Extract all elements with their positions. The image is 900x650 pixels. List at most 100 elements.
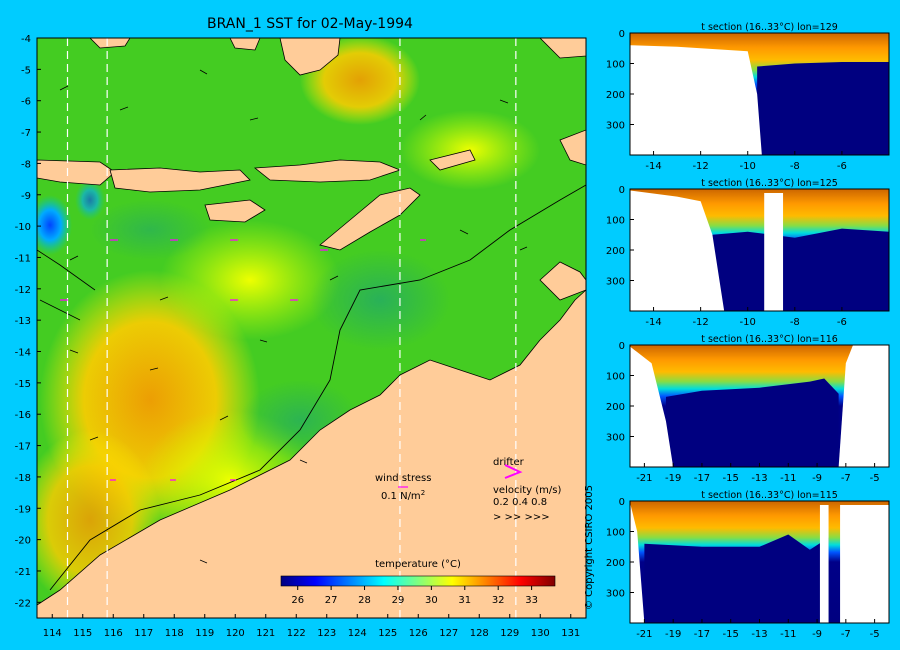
section-title: t section (16..33°C) lon=116 [701, 334, 838, 345]
section-x-tick-label: -11 [780, 473, 796, 484]
map-y-tick-label: -20 [15, 536, 31, 547]
no-data-gap [840, 505, 889, 623]
map-x-tick-label: 128 [470, 628, 489, 639]
section-title: t section (16..33°C) lon=125 [701, 178, 838, 189]
map-x-tick-label: 119 [195, 628, 214, 639]
map-x-tick-label: 118 [165, 628, 184, 639]
section-y-tick-label: 0 [619, 29, 625, 40]
land [37, 38, 586, 618]
colorbar-tick-label: 29 [392, 595, 405, 606]
section-x-tick-label: -17 [694, 629, 710, 640]
no-data-region-east [838, 345, 889, 467]
section-y-tick-label: 200 [606, 90, 625, 101]
map-y-tick-label: -9 [21, 191, 31, 202]
section-y-tick-label: 300 [606, 433, 625, 444]
map-y-tick-label: -4 [21, 34, 31, 45]
deep-water [644, 534, 829, 623]
wind-arrows [59, 69, 528, 564]
map-y-tick-label: -14 [15, 348, 31, 359]
drifter-label: drifter [493, 457, 525, 468]
sumba-land [204, 199, 266, 223]
map-y-tick-label: -19 [15, 504, 31, 515]
map-y-tick-label: -8 [21, 159, 31, 170]
no-data-gap [764, 193, 784, 311]
section-y-tick-label: 0 [619, 497, 625, 508]
sulawesi-land [279, 38, 341, 76]
section-x-tick-label: -6 [837, 161, 847, 172]
map-y-tick-label: -17 [15, 442, 31, 453]
section-x-tick-label: -10 [740, 317, 756, 328]
section-x-tick-label: -6 [837, 317, 847, 328]
section-y-tick-label: 200 [606, 402, 625, 413]
map-y-tick-label: -15 [15, 379, 31, 390]
colorbar: temperature (°C) 26 27 28 29 30 31 32 33 [280, 559, 556, 606]
map-x-tick-label: 115 [73, 628, 92, 639]
map-x-tick-label: 130 [531, 628, 550, 639]
deep-water [712, 228, 889, 311]
section-y-tick-label: 300 [606, 121, 625, 132]
colorbar-tick-label: 30 [425, 595, 438, 606]
map-title: BRAN_1 SST for 02-May-1994 [207, 16, 413, 32]
australia-land [37, 289, 586, 618]
map-plot-area [37, 38, 586, 618]
section-x-tick-label: -17 [694, 473, 710, 484]
map-x-tick-label: 124 [348, 628, 367, 639]
section-panel: t section (16..33°C) lon=129 -14 -12 -10 -8 -… [606, 22, 890, 172]
section-x-tick-label: -10 [740, 161, 756, 172]
map-x-tick-label: 126 [409, 628, 428, 639]
colorbar-tick-label: 28 [358, 595, 371, 606]
section-y-tick-label: 100 [606, 372, 625, 383]
section-x-tick-label: -15 [723, 473, 739, 484]
section-title: t section (16..33°C) lon=115 [701, 490, 838, 501]
section-panel: t section (16..33°C) lon=116 -21 -19 -17 -15… [606, 334, 890, 484]
no-data-gap [819, 505, 829, 623]
bathymetry-contour [49, 184, 586, 591]
map-x-tick-label: 117 [134, 628, 153, 639]
section-y-tick-label: 100 [606, 60, 625, 71]
section-panel: t section (16..33°C) lon=115 -21 -19 -17 -15… [606, 490, 890, 640]
island-north-1 [89, 38, 131, 49]
bathymetry-contour-2 [37, 249, 96, 321]
map-y-tick-label: -10 [15, 222, 31, 233]
no-data-region [630, 189, 725, 311]
map-x-tick-label: 131 [561, 628, 580, 639]
section-y-tick-label: 0 [619, 341, 625, 352]
velocity-symbols: > >> >>> [493, 512, 550, 523]
map-y-tick-label: -16 [15, 410, 31, 421]
map-x-tick-label: 123 [317, 628, 336, 639]
section-x-tick-label: -13 [751, 473, 767, 484]
map-y-tick-label: -18 [15, 473, 31, 484]
colorbar-tick-label: 32 [492, 595, 505, 606]
map-x-ticks: 114 115 116 117 118 119 120 121 122 123 124 125 126 1… [43, 614, 580, 639]
map-y-tick-label: -5 [21, 65, 31, 76]
section-x-tick-label: -11 [780, 629, 796, 640]
velocity-values: 0.2 0.4 0.8 [493, 497, 547, 508]
colorbar-ramp [280, 575, 556, 587]
section-x-tick-label: -12 [692, 317, 708, 328]
copyright-text: © Copyright CSIRO 2005 [584, 485, 595, 610]
deep-water [757, 61, 889, 155]
section-y-tick-label: 300 [606, 589, 625, 600]
map-x-tick-label: 122 [287, 628, 306, 639]
colorbar-tick-label: 26 [291, 595, 304, 606]
map-x-tick-label: 129 [500, 628, 519, 639]
section-x-tick-label: -21 [636, 473, 652, 484]
island-north-2 [229, 38, 261, 51]
colorbar-tick-label: 27 [325, 595, 338, 606]
no-data-region [630, 345, 674, 467]
map-y-ticks: -4 -5 -6 -7 -8 -9 -10 -11 -12 -13 -14 -15 -16 -17 -18 -… [15, 34, 41, 609]
colorbar-ticks: 26 27 28 29 30 31 32 33 [291, 586, 538, 606]
map-x-tick-label: 125 [378, 628, 397, 639]
map-y-tick-label: -12 [15, 285, 31, 296]
velocity-label: velocity (m/s) [493, 485, 561, 496]
section-x-tick-label: -19 [665, 473, 681, 484]
wind-stress-legend: wind stress 0.1 N/m2 [375, 473, 431, 502]
section-x-tick-label: -12 [692, 161, 708, 172]
wind-stress-label: wind stress [375, 473, 431, 484]
map-y-tick-label: -13 [15, 316, 31, 327]
section-x-tick-label: -19 [665, 629, 681, 640]
map-y-tick-label: -7 [21, 128, 31, 139]
map-x-tick-label: 121 [256, 628, 275, 639]
section-y-tick-label: 200 [606, 246, 625, 257]
section-x-tick-label: -7 [841, 629, 851, 640]
